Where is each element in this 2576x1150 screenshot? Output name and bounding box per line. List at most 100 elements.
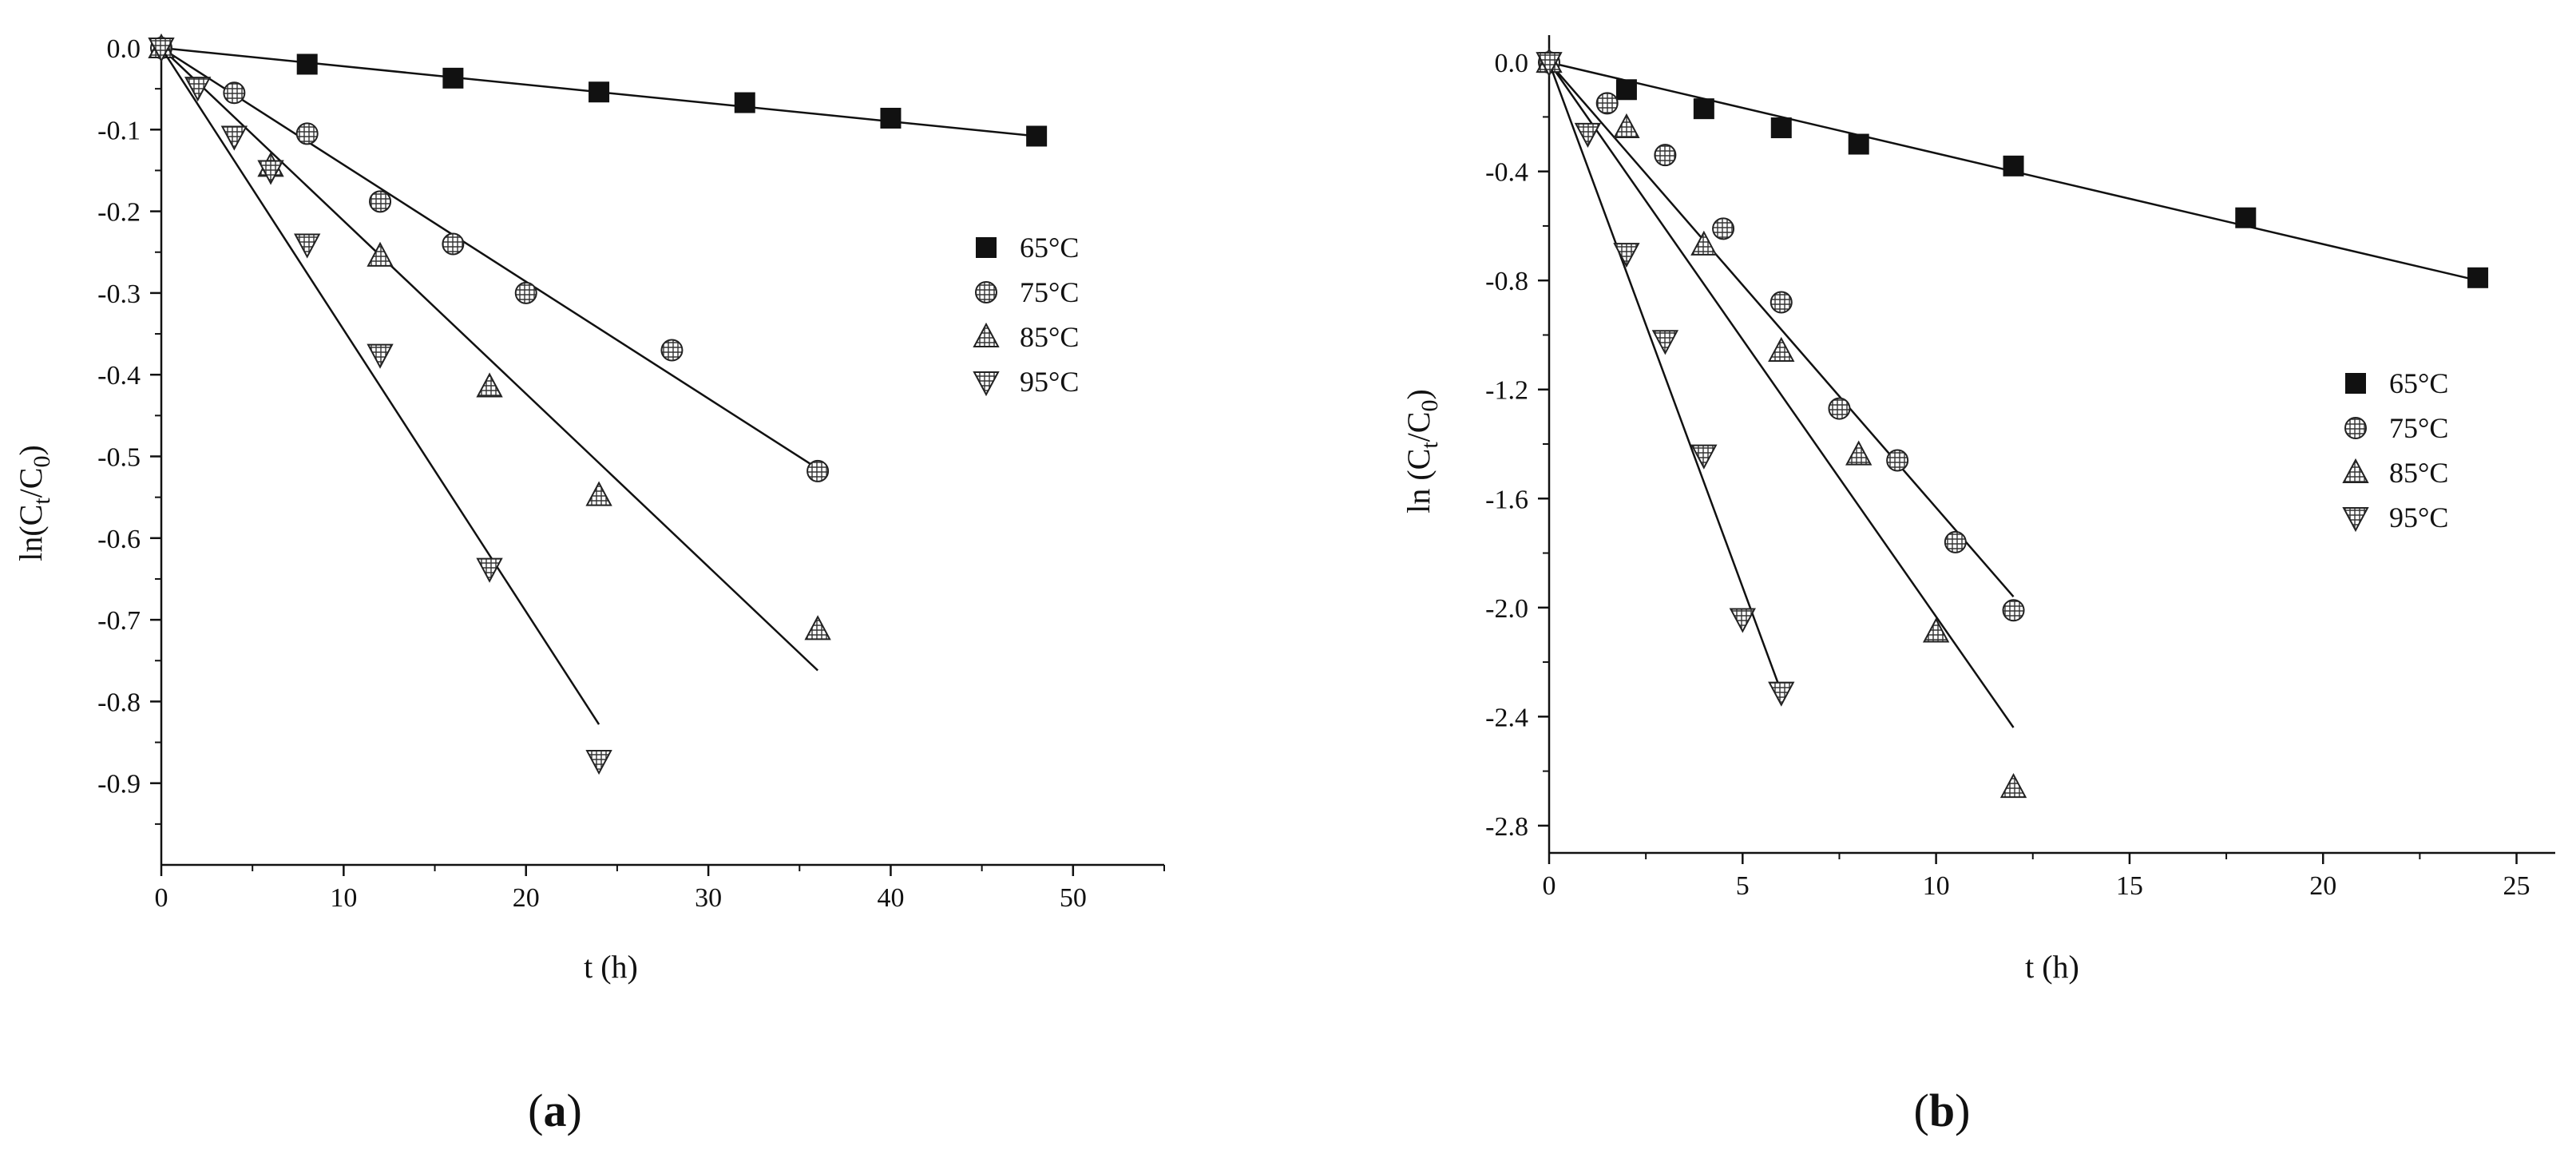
y-tick-label-b-7: -2.8 bbox=[1485, 812, 1528, 842]
y-tick-label-a-7: -0.7 bbox=[97, 606, 141, 636]
y-tick-label-b-6: -2.4 bbox=[1485, 703, 1528, 732]
data-point-b-1-4 bbox=[1770, 291, 1793, 314]
fit-line-b-1 bbox=[1548, 61, 2015, 597]
y-tick-label-b-3: -1.2 bbox=[1485, 376, 1528, 406]
y-axis-label-b: ln (Ct/C0) bbox=[1401, 389, 1443, 514]
axes-b: 0 5 10 15 20 25 0.0 -0.4 -0.8 -1.2 -1.6 -2.0 -2.4 -2.… bbox=[1485, 35, 2555, 901]
data-point-a-1-5 bbox=[514, 281, 537, 304]
y-tick-label-a-0: 0.0 bbox=[107, 34, 141, 64]
x-tick-label-a-3: 30 bbox=[695, 883, 722, 913]
data-point-b-3-1 bbox=[1574, 122, 1602, 148]
legend-marker-b-1 bbox=[2344, 417, 2367, 439]
data-point-a-1-1 bbox=[223, 81, 246, 105]
data-point-a-3-0 bbox=[148, 38, 175, 63]
legend-label-b-3: 95°C bbox=[2389, 502, 2448, 533]
panel-label-a: (a) bbox=[528, 1085, 582, 1136]
data-point-b-0-2 bbox=[1693, 98, 1714, 120]
y-tick-label-b-5: -2.0 bbox=[1485, 594, 1528, 624]
svg-text:ln (Ct/C0): ln (Ct/C0) bbox=[1401, 389, 1443, 514]
data-point-b-3-2 bbox=[1613, 243, 1640, 268]
legend-label-a-0: 65°C bbox=[1020, 232, 1079, 264]
x-tick-label-a-0: 0 bbox=[155, 883, 168, 913]
data-point-a-3-3 bbox=[257, 160, 284, 185]
legend-marker-a-2 bbox=[973, 322, 1000, 347]
data-point-b-2-4 bbox=[1845, 440, 1873, 466]
y-tick-label-a-4: -0.4 bbox=[97, 361, 141, 391]
data-point-b-1-2 bbox=[1654, 144, 1677, 167]
data-point-b-3-5 bbox=[1729, 608, 1756, 633]
y-tick-label-a-2: -0.2 bbox=[97, 198, 141, 228]
data-point-a-1-2 bbox=[295, 122, 319, 145]
fit-line-a-2 bbox=[161, 47, 818, 672]
data-point-b-3-4 bbox=[1690, 444, 1718, 470]
panel-label-b-open: ( bbox=[1914, 1085, 1929, 1136]
x-tick-label-a-1: 10 bbox=[330, 883, 357, 913]
series-b-0: 65°C bbox=[1539, 52, 2489, 399]
data-point-b-0-5 bbox=[2003, 155, 2024, 176]
data-point-a-1-7 bbox=[806, 459, 830, 482]
ylabel-a-pre: ln(C bbox=[13, 505, 49, 561]
fit-line-a-1 bbox=[161, 46, 818, 470]
y-tick-label-b-0: 0.0 bbox=[1495, 49, 1529, 78]
chart-panel-b: ln (Ct/C0) t (h) (b) 0 5 10 15 20 250.0-0.4-0… bbox=[1401, 35, 2555, 1136]
ylabel-a-sub1: t bbox=[29, 498, 55, 505]
x-tick-label-b-0: 0 bbox=[1543, 871, 1556, 901]
data-point-b-2-3 bbox=[1768, 336, 1795, 362]
x-axis-label-b: t (h) bbox=[2025, 949, 2079, 985]
data-point-b-2-5 bbox=[1922, 617, 1950, 643]
panel-label-b-close: ) bbox=[1955, 1085, 1970, 1136]
data-point-b-2-6 bbox=[1999, 772, 2027, 799]
data-point-b-1-5 bbox=[1828, 397, 1851, 420]
legend-label-b-1: 75°C bbox=[2389, 412, 2448, 444]
legend-marker-b-2 bbox=[2342, 458, 2369, 483]
ylabel-b-mid: /C bbox=[1401, 412, 1437, 442]
legend-marker-a-3 bbox=[973, 371, 1000, 397]
data-point-a-0-2 bbox=[442, 67, 464, 89]
data-point-b-0-4 bbox=[1848, 133, 1869, 155]
x-axis-label-a: t (h) bbox=[584, 949, 638, 985]
x-tick-label-b-1: 5 bbox=[1736, 871, 1750, 901]
data-point-a-3-6 bbox=[476, 557, 503, 583]
panel-label-a-close: ) bbox=[567, 1085, 582, 1136]
data-point-b-3-3 bbox=[1651, 330, 1679, 355]
data-point-b-0-1 bbox=[1615, 79, 1637, 101]
legend-marker-b-3 bbox=[2342, 507, 2369, 533]
fit-line-a-3 bbox=[160, 47, 600, 725]
data-point-a-0-6 bbox=[1026, 125, 1048, 147]
data-point-a-1-3 bbox=[369, 190, 392, 213]
data-point-b-3-0 bbox=[1536, 52, 1563, 77]
legend-marker-a-0 bbox=[976, 237, 997, 258]
data-point-a-3-2 bbox=[220, 125, 248, 151]
data-point-b-2-2 bbox=[1690, 230, 1718, 256]
y-axis-label-a: ln(Ct/C0) bbox=[13, 445, 55, 561]
data-point-a-1-6 bbox=[660, 339, 684, 362]
y-tick-label-b-4: -1.6 bbox=[1485, 485, 1528, 514]
panel-label-a-open: ( bbox=[528, 1085, 543, 1136]
data-point-a-1-4 bbox=[442, 232, 465, 256]
panel-label-b-letter: b bbox=[1929, 1085, 1955, 1136]
x-tick-label-b-4: 20 bbox=[2309, 871, 2336, 901]
data-point-a-3-7 bbox=[585, 750, 612, 775]
legend-marker-a-1 bbox=[975, 281, 997, 303]
y-tick-label-a-5: -0.5 bbox=[97, 443, 141, 473]
data-point-a-0-5 bbox=[880, 107, 902, 129]
y-tick-label-a-6: -0.6 bbox=[97, 525, 141, 554]
legend-label-b-0: 65°C bbox=[2389, 367, 2448, 399]
ylabel-a-mid: /C bbox=[13, 468, 49, 498]
panel-label-a-letter: a bbox=[544, 1085, 567, 1136]
legend-label-b-2: 85°C bbox=[2389, 457, 2448, 489]
x-tick-label-a-4: 40 bbox=[877, 883, 904, 913]
data-point-a-2-5 bbox=[804, 615, 831, 640]
fit-line-b-3 bbox=[1548, 61, 1782, 693]
legend-marker-b-0 bbox=[2345, 373, 2366, 394]
data-point-a-0-4 bbox=[734, 92, 755, 113]
ylabel-b-pre: ln (C bbox=[1401, 449, 1437, 514]
legend-label-a-2: 85°C bbox=[1020, 321, 1079, 353]
series-b-1: 75°C bbox=[1538, 51, 2448, 622]
data-point-b-3-6 bbox=[1768, 681, 1795, 707]
data-point-b-1-1 bbox=[1595, 92, 1619, 115]
legend-label-a-1: 75°C bbox=[1020, 276, 1079, 308]
ylabel-b-sub2: 0 bbox=[1417, 400, 1443, 412]
panel-label-b: (b) bbox=[1914, 1085, 1971, 1136]
